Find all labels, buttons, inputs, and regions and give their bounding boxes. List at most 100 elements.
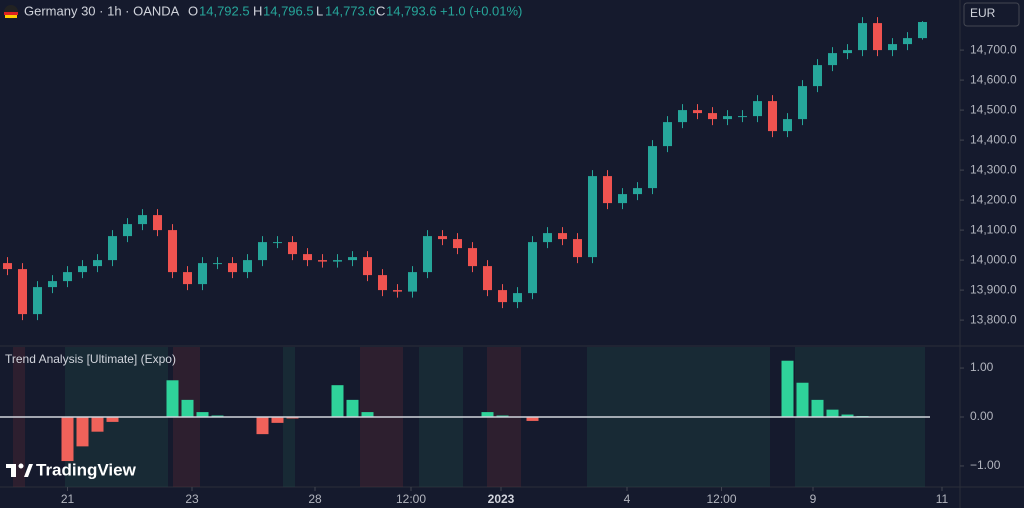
y-tick-label: 14,400.0 [970, 132, 1017, 146]
candle-body [888, 44, 897, 51]
histogram-bar [841, 414, 854, 417]
candle-body [228, 263, 237, 273]
candle-body [483, 266, 492, 291]
y-tick-label: 0.00 [970, 409, 994, 423]
flag-stripe [4, 12, 18, 15]
candle-body [183, 272, 192, 285]
candle-body [318, 260, 327, 262]
candle-body [723, 116, 732, 120]
candle-body [588, 176, 597, 258]
candle-body [768, 101, 777, 132]
ohlc-value: 14,796.5 [263, 3, 314, 18]
histogram-bar [166, 380, 179, 417]
x-tick-label: 11 [936, 492, 949, 506]
candle-body [243, 260, 252, 273]
candle-body [423, 236, 432, 273]
candle-body [48, 281, 57, 288]
ohlc-label: L [316, 3, 323, 18]
logo-glyph [24, 464, 33, 477]
candle-body [168, 230, 177, 273]
candle-body [408, 272, 417, 292]
candle-body [828, 53, 837, 66]
candle-body [663, 122, 672, 147]
flag-stripe [5, 15, 17, 18]
histogram-bar [826, 409, 839, 417]
histogram-bar [811, 399, 824, 417]
histogram-bar [91, 417, 104, 432]
candle-body [573, 239, 582, 258]
histogram-bar [346, 399, 359, 417]
y-tick-label: 14,600.0 [970, 72, 1017, 86]
candle-body [153, 215, 162, 231]
candle-body [468, 248, 477, 267]
candle-body [378, 275, 387, 291]
y-tick-label: 14,100.0 [970, 222, 1017, 236]
x-tick-label: 4 [624, 492, 631, 506]
histogram-bar [106, 417, 119, 422]
candle-body [303, 254, 312, 261]
y-tick-label: 13,900.0 [970, 282, 1017, 296]
logo[interactable]: TradingView [6, 460, 137, 479]
histogram-bar [796, 382, 809, 417]
ohlc-value: 14,793.6 [386, 3, 437, 18]
ohlc-value: 14,792.5 [199, 3, 250, 18]
y-tick-label: 14,300.0 [970, 162, 1017, 176]
candle-body [693, 110, 702, 114]
candle-body [873, 23, 882, 51]
indicator-title[interactable]: Trend Analysis [Ultimate] (Expo) [5, 352, 176, 366]
ohlc-value: 14,773.6 [325, 3, 376, 18]
histogram-bar [331, 385, 344, 417]
candle-body [798, 86, 807, 120]
candle-body [738, 116, 747, 118]
candle-body [813, 65, 822, 87]
logo-glyph [11, 464, 16, 477]
candle-body [918, 22, 927, 39]
histogram-bar [61, 417, 74, 462]
candle-body [543, 233, 552, 243]
candle-body [633, 188, 642, 195]
candle-body [123, 224, 132, 237]
symbol-title[interactable]: Germany 30 · 1h · OANDA [24, 3, 180, 18]
candle-body [363, 257, 372, 276]
y-tick-label: 14,700.0 [970, 42, 1017, 56]
histogram-bar [196, 412, 209, 417]
candle-body [18, 269, 27, 315]
y-tick-label: −1.00 [970, 458, 1001, 472]
ohlc-label: C [376, 3, 385, 18]
price-change: +1.0 (+0.01%) [440, 3, 522, 18]
candle-body [348, 257, 357, 261]
candle-body [333, 260, 342, 262]
candle-body [558, 233, 567, 240]
histogram-bar [76, 417, 89, 447]
candle-body [843, 50, 852, 54]
candle-body [453, 239, 462, 249]
candle-body [903, 38, 912, 45]
y-tick-label: 1.00 [970, 360, 994, 374]
candle-body [528, 242, 537, 294]
currency-label[interactable]: EUR [970, 6, 996, 20]
candle-body [288, 242, 297, 255]
histogram-bar [181, 399, 194, 417]
y-tick-label: 14,000.0 [970, 252, 1017, 266]
histogram-bar [256, 417, 269, 435]
candle-body [108, 236, 117, 261]
candle-body [783, 119, 792, 132]
candle-body [708, 113, 717, 120]
x-tick-label: 28 [308, 492, 322, 506]
candle-body [93, 260, 102, 267]
candle-body [258, 242, 267, 261]
candle-body [438, 236, 447, 240]
candle-body [33, 287, 42, 315]
x-tick-label: 2023 [488, 492, 515, 506]
x-tick-label: 21 [61, 492, 75, 506]
ohlc-label: H [253, 3, 262, 18]
x-tick-label: 12:00 [396, 492, 426, 506]
candle-body [648, 146, 657, 189]
histogram-bar [271, 417, 284, 423]
histogram-bar [526, 417, 539, 421]
candle-body [858, 23, 867, 51]
currency-button[interactable] [963, 2, 1020, 27]
candle-body [273, 242, 282, 244]
histogram-bar [781, 360, 794, 417]
